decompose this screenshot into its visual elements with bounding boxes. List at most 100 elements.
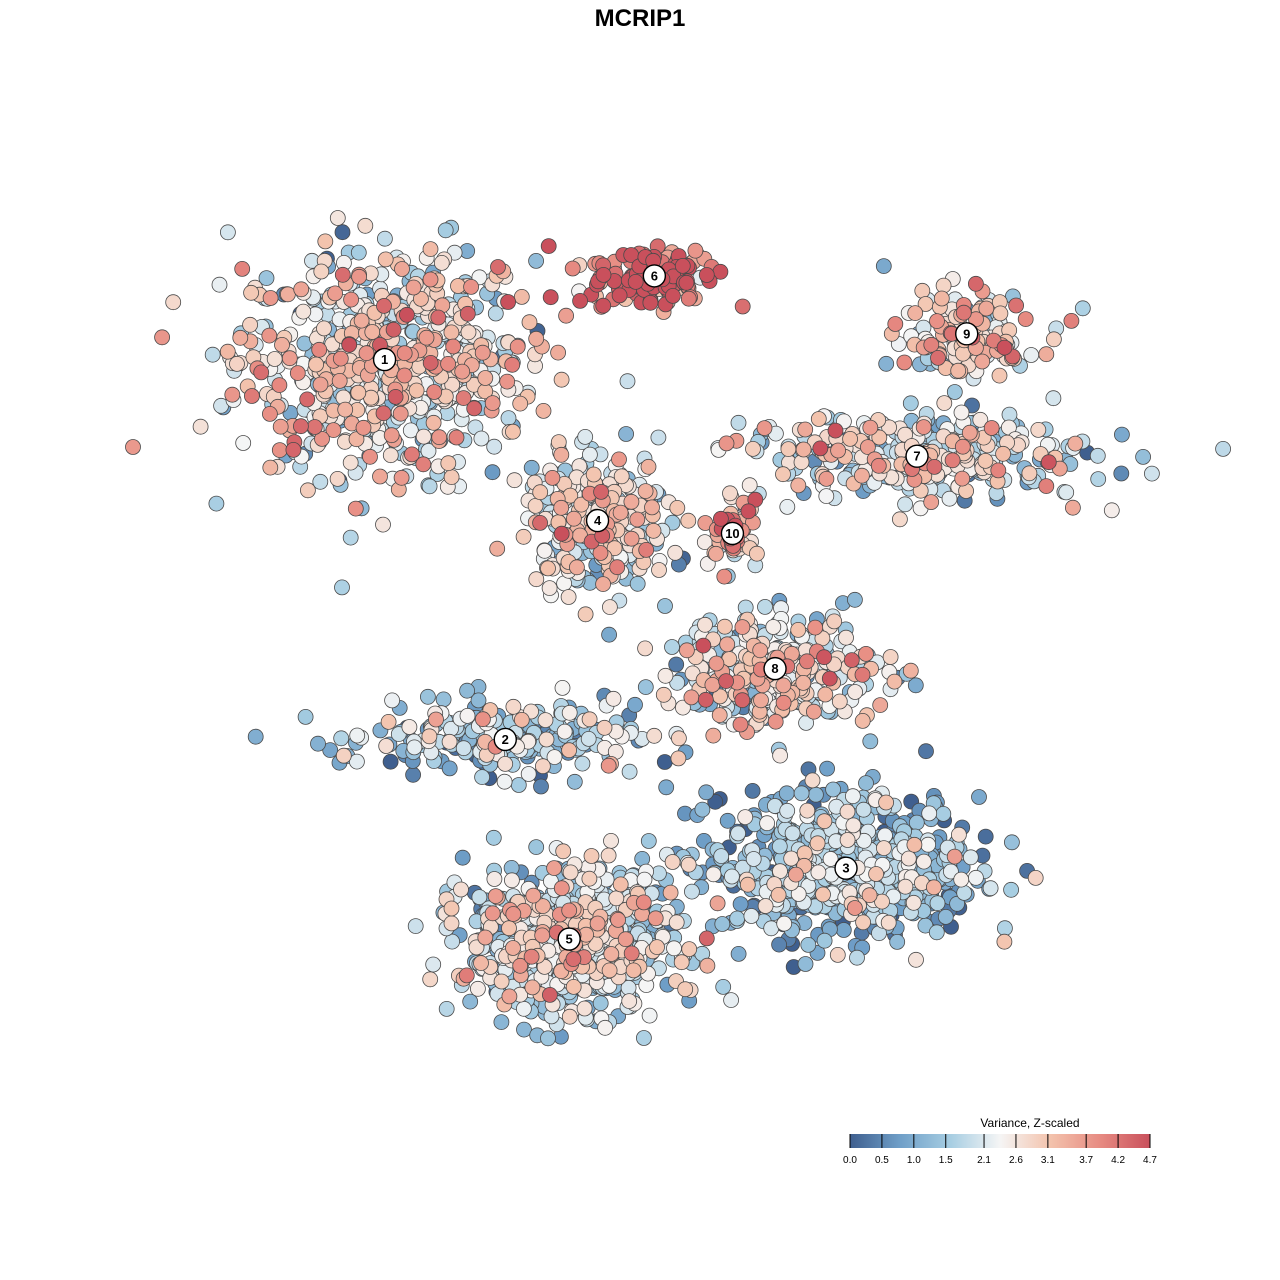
scatter-point (946, 384, 963, 400)
scatter-point (513, 712, 530, 728)
scatter-point (355, 419, 372, 436)
scatter-point (477, 370, 494, 386)
scatter-point (715, 979, 732, 995)
scatter-point (1023, 347, 1040, 363)
scatter-point (831, 693, 848, 710)
scatter-point (565, 979, 582, 995)
scatter-point (463, 278, 480, 295)
scatter-point (657, 598, 673, 614)
scatter-point (299, 391, 316, 408)
scatter-point (440, 455, 457, 472)
scatter-point (443, 469, 460, 486)
scatter-point (611, 451, 627, 468)
scatter-point (892, 511, 908, 528)
scatter-point (668, 914, 685, 931)
scatter-point (606, 540, 623, 557)
scatter-point (372, 468, 388, 485)
scatter-point (342, 529, 359, 546)
scatter-point (679, 642, 695, 659)
scatter-point (997, 920, 1013, 937)
scatter-point (274, 336, 290, 353)
scatter-point (332, 350, 349, 367)
scatter-point (1065, 499, 1081, 516)
scatter-point (601, 626, 617, 643)
scatter-point (687, 242, 704, 259)
scatter-point (1114, 426, 1130, 443)
scatter-point (983, 420, 1000, 436)
scatter-point (376, 297, 392, 314)
scatter-point (729, 910, 746, 927)
scatter-point (815, 886, 831, 903)
scatter-point (377, 251, 394, 268)
scatter-point (779, 802, 796, 819)
scatter-point (597, 1019, 613, 1036)
scatter-point (678, 274, 695, 291)
scatter-point (806, 703, 822, 720)
scatter-point (455, 390, 472, 407)
scatter-point (448, 429, 465, 446)
legend-tick-label: 2.1 (977, 1155, 991, 1166)
scatter-point (347, 500, 364, 517)
scatter-point (783, 850, 800, 867)
scatter-point (506, 472, 523, 489)
scatter-point (680, 290, 697, 307)
scatter-point (1038, 346, 1055, 363)
scatter-point (747, 491, 764, 508)
scatter-point (505, 423, 521, 440)
scatter-point (528, 839, 545, 855)
scatter-point (759, 815, 775, 832)
scatter-point (625, 962, 642, 979)
scatter-point (473, 430, 490, 447)
scatter-point (743, 908, 760, 924)
scatter-point (847, 684, 863, 700)
scatter-point (407, 918, 424, 934)
scatter-point (459, 305, 476, 322)
scatter-point (855, 801, 872, 818)
cluster-label: 1 (381, 352, 388, 367)
scatter-point (329, 470, 346, 487)
scatter-point (333, 730, 350, 747)
scatter-point (734, 619, 751, 635)
scatter-point (1017, 311, 1034, 328)
scatter-point (669, 674, 686, 691)
scatter-point (314, 430, 330, 447)
scatter-point (211, 276, 228, 293)
scatter-point (560, 589, 577, 605)
scatter-point (1074, 300, 1091, 317)
scatter-point (516, 1021, 532, 1038)
scatter-point (882, 649, 899, 665)
scatter-point (745, 851, 762, 867)
scatter-point (243, 284, 260, 301)
scatter-point (603, 946, 620, 962)
cluster-label-marker (905, 444, 929, 468)
scatter-point (775, 677, 792, 694)
scatter-point (392, 405, 409, 422)
scatter-point (718, 435, 735, 452)
scatter-point (749, 545, 765, 562)
scatter-point (292, 418, 309, 435)
scatter-point (341, 336, 358, 353)
scatter-point (540, 238, 557, 255)
scatter-point (778, 785, 795, 802)
scatter-point (854, 666, 871, 683)
scatter-point (929, 895, 946, 912)
scatter-point (871, 429, 888, 446)
scatter-point (664, 854, 681, 870)
scatter-point (845, 788, 861, 805)
scatter-point (279, 286, 296, 303)
scatter-point (825, 781, 841, 798)
scatter-point (572, 292, 588, 309)
scatter-point (854, 713, 871, 729)
scatter-point (907, 305, 924, 322)
scatter-point (521, 314, 538, 331)
scatter-point (401, 719, 418, 735)
scatter-point (637, 640, 653, 657)
scatter-point (425, 956, 442, 973)
scatter-point (422, 354, 439, 371)
scatter-point (665, 287, 681, 304)
scatter-point (406, 739, 423, 756)
scatter-point (272, 418, 289, 435)
scatter-point (839, 832, 856, 848)
scatter-point (699, 957, 716, 974)
scatter-point (351, 268, 368, 285)
